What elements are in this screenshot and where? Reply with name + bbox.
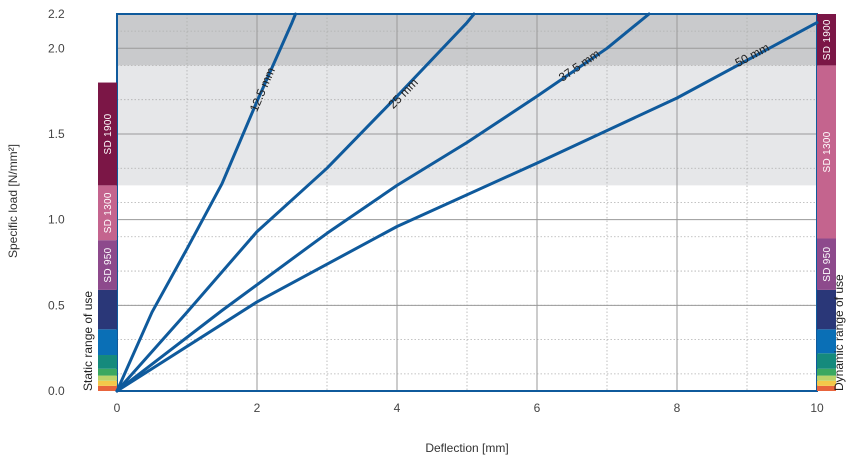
static-range-band-2 [98,380,117,386]
dynamic-range-band-label: SD 1300 [822,131,833,172]
dynamic-range-band-label: SD 1900 [822,19,833,60]
dynamic-range-band-9 [817,65,836,239]
y-tick-label: 2.2 [48,7,65,21]
static-range-band-label: SD 1300 [103,192,114,233]
y-tick-label: 1.5 [48,127,65,141]
static-range-band-5 [98,355,117,369]
dynamic-range-band-3 [817,375,836,381]
tick-labels-layer: 0 2 4 6 8 10 0.0 0.5 1.0 1.5 2.0 2.2 [48,7,824,415]
static-range-band-10 [98,82,117,186]
x-tick-label: 6 [534,401,541,415]
static-range-band-1 [98,385,117,391]
dynamic-range-band-4 [817,368,836,376]
dynamic-range-band-2 [817,380,836,386]
series-line-1 [115,12,297,393]
x-tick-label: 4 [394,401,401,415]
shaded-region-1 [117,65,817,186]
static-range-band-9 [98,185,117,241]
y-tick-label: 0.5 [48,298,65,312]
dynamic-range-band-8 [817,238,836,290]
x-tick-label: 8 [674,401,681,415]
dynamic-range-band-7 [817,289,836,330]
series-line-3 [115,12,651,393]
range-bands-layer: SD 950 SD 1300 SD 1900 SD 950 SD 1300 SD 1900 [98,14,836,391]
static-range-band-4 [98,368,117,376]
static-range-band-3 [98,375,117,381]
x-axis-title: Deflection [mm] [425,441,508,455]
y-tick-label: 2.0 [48,41,65,55]
static-range-band-label: SD 1900 [103,113,114,154]
static-range-label: Static range of use [81,291,95,391]
static-range-band-label: SD 950 [103,247,114,282]
static-range-band-8 [98,240,117,290]
dynamic-range-band-label: SD 950 [822,246,833,281]
x-tick-label: 10 [810,401,824,415]
dynamic-range-label: Dynamic range of use [832,274,846,391]
static-range-band-6 [98,329,117,356]
dynamic-range-band-1 [817,385,836,391]
series-line-4 [115,21,819,393]
dynamic-range-band-6 [817,329,836,354]
series-line-2 [115,12,476,393]
dynamic-range-band-10 [817,14,836,66]
x-tick-label: 2 [254,401,261,415]
dynamic-range-band-5 [817,353,836,369]
y-axis-title: Specific load [N/mm²] [6,144,20,258]
y-tick-label: 1.0 [48,213,65,227]
static-range-band-7 [98,289,117,330]
x-tick-label: 0 [114,401,121,415]
y-tick-label: 0.0 [48,384,65,398]
